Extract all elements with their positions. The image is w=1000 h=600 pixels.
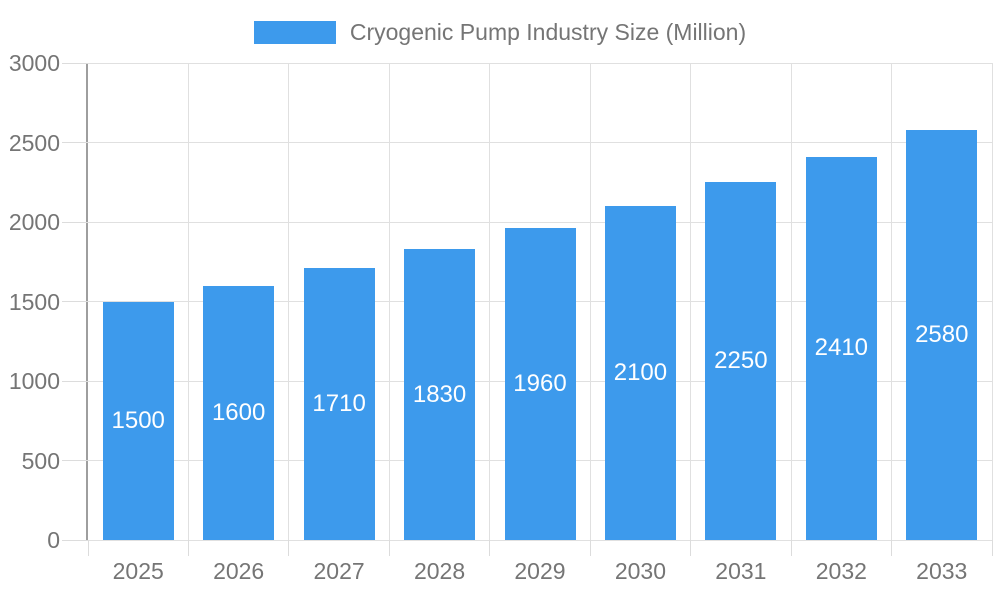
legend-swatch [253, 20, 336, 44]
bar-value-label: 1960 [513, 370, 567, 398]
x-tick-label: 2032 [815, 558, 867, 584]
y-tick-label: 1500 [8, 288, 60, 315]
x-tick-mark [891, 540, 893, 556]
x-gridline [790, 63, 792, 540]
x-tick-mark [489, 540, 491, 556]
bar-value-label: 1600 [211, 398, 266, 426]
y-tick-label: 1000 [8, 368, 60, 394]
y-tick-label: 500 [21, 447, 60, 474]
bar: 2410 [805, 156, 877, 540]
x-tick-label: 2033 [916, 558, 968, 584]
y-tick-mark [62, 380, 88, 382]
bar: 2250 [705, 182, 777, 540]
bar-value-label: 2100 [613, 359, 668, 387]
bar: 1710 [303, 268, 375, 540]
bar: 1600 [203, 285, 275, 540]
x-tick-mark [991, 540, 993, 556]
bar: 1830 [404, 249, 476, 540]
y-tick-label: 0 [47, 527, 60, 553]
y-tick-label: 2500 [8, 129, 60, 156]
x-tick-mark [589, 540, 591, 556]
y-tick-mark [62, 301, 88, 302]
x-gridline [388, 63, 390, 540]
plot-area: 1500 1600 1710 1830 1960 2100 2250 2410 2580 [88, 62, 993, 541]
y-tick-mark [62, 539, 88, 541]
x-gridline [489, 63, 491, 540]
y-gridline [88, 62, 992, 64]
x-tick-label: 2027 [313, 558, 365, 584]
legend: Cryogenic Pump Industry Size (Million) [0, 12, 1000, 52]
bar-value-label: 1710 [312, 390, 366, 418]
x-tick-label: 2029 [514, 558, 566, 584]
y-gridline [88, 221, 992, 223]
x-gridline [690, 63, 692, 540]
x-tick-mark [790, 540, 792, 556]
bar-value-label: 1500 [111, 406, 165, 434]
x-tick-label: 2030 [614, 558, 667, 584]
y-gridline [88, 142, 992, 143]
x-tick-mark [187, 540, 189, 556]
bar: 2100 [604, 206, 676, 540]
x-gridline [991, 63, 993, 540]
x-tick-label: 2031 [715, 558, 767, 584]
y-tick-mark [62, 460, 88, 461]
x-tick-label: 2026 [213, 558, 265, 584]
y-tick-mark [62, 221, 88, 223]
bar: 1500 [102, 301, 174, 540]
bar-value-label: 2410 [814, 334, 869, 362]
x-tick-mark [87, 540, 89, 556]
x-tick-mark [288, 540, 290, 556]
x-gridline [589, 63, 591, 540]
y-tick-mark [62, 62, 88, 64]
y-gridline [88, 539, 992, 541]
legend-label: Cryogenic Pump Industry Size (Million) [349, 18, 747, 45]
y-tick-label: 3000 [8, 50, 60, 76]
bar: 2580 [906, 129, 978, 540]
x-gridline [288, 63, 290, 540]
bar-value-label: 1830 [412, 380, 467, 408]
bar-value-label: 2580 [915, 320, 969, 348]
y-tick-mark [62, 142, 88, 143]
x-tick-label: 2028 [413, 558, 466, 584]
x-gridline [891, 63, 893, 540]
bar-value-label: 2250 [714, 347, 768, 375]
x-tick-mark [690, 540, 692, 556]
bar: 1960 [504, 228, 576, 540]
y-tick-label: 2000 [8, 209, 60, 235]
x-gridline [187, 63, 189, 540]
x-tick-mark [388, 540, 390, 556]
x-tick-label: 2025 [112, 558, 164, 584]
